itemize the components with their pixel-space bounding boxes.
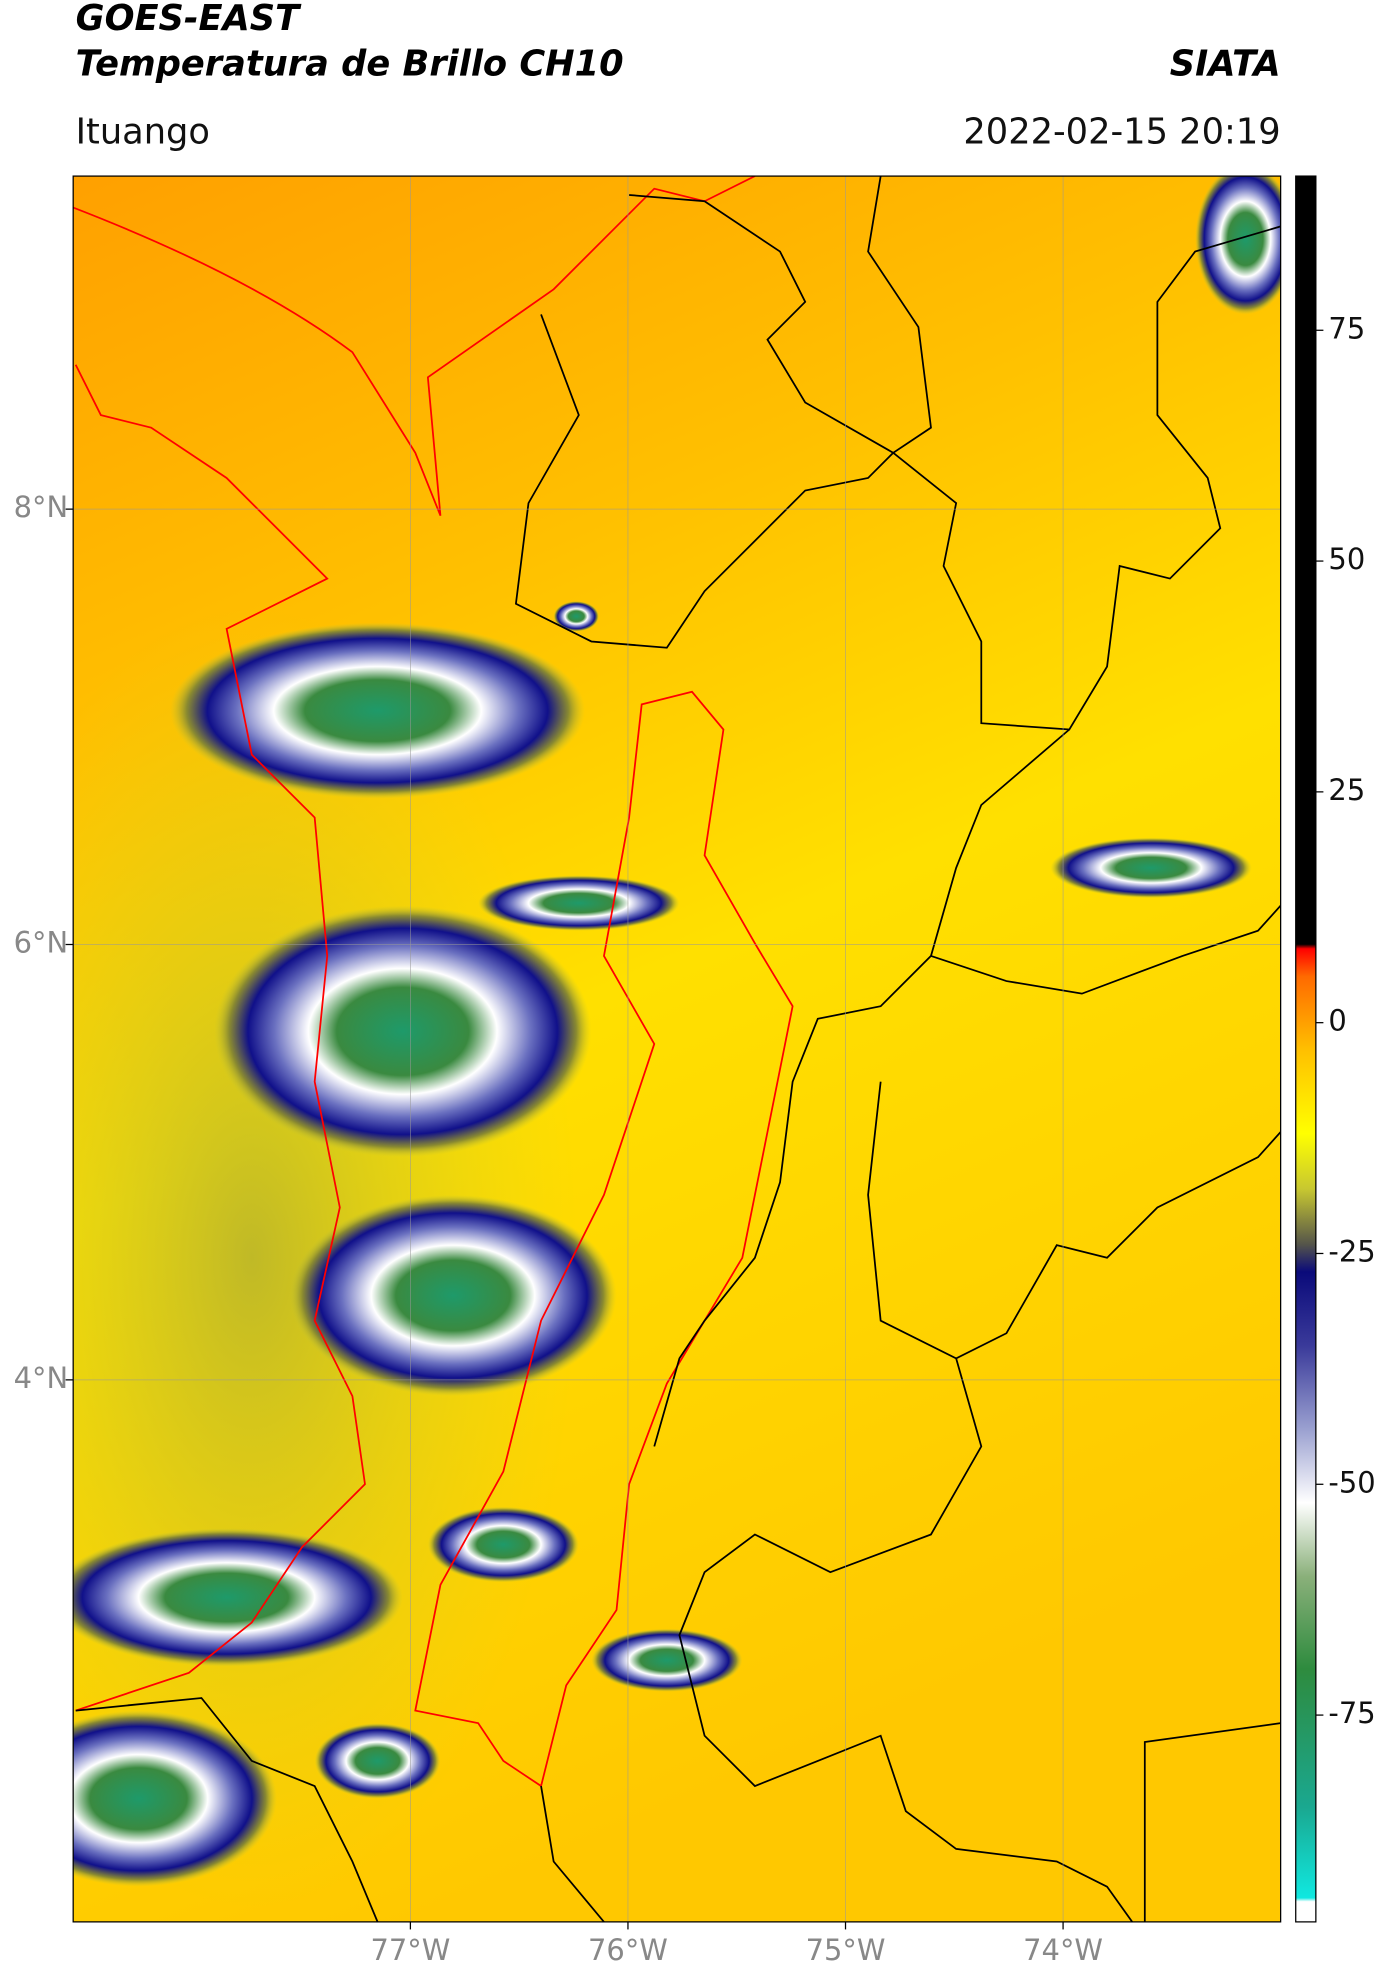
cloud <box>314 1723 441 1799</box>
department-border <box>653 728 1070 1447</box>
colorbar-tick-label: 75 <box>1328 311 1365 345</box>
department-border <box>678 1358 1133 1922</box>
map-frame <box>72 175 1282 1923</box>
cloud <box>478 875 680 931</box>
cloud <box>591 1628 743 1692</box>
clouds <box>73 176 1281 1887</box>
cloud <box>1050 837 1252 899</box>
cloud <box>553 601 599 632</box>
y-tick-label: 8°N <box>14 490 68 524</box>
x-tick-label: 75°W <box>806 1933 886 1967</box>
y-tick-label: 6°N <box>14 926 68 960</box>
y-tick-label: 4°N <box>14 1361 68 1395</box>
colorbar-tick-label: -75 <box>1328 1696 1375 1730</box>
department-border <box>75 1697 379 1922</box>
colorbar-tick-label: 0 <box>1328 1004 1346 1038</box>
datetime: 2022-02-15 20:19 <box>963 111 1280 152</box>
cloud <box>73 1710 277 1887</box>
x-tick-label: 76°W <box>588 1933 668 1967</box>
x-tick-label: 74°W <box>1023 1933 1103 1967</box>
department-border <box>867 1081 1281 1360</box>
colorbar-tick-label: 50 <box>1328 542 1365 576</box>
department-border <box>867 176 1281 731</box>
department-border <box>1143 1722 1281 1922</box>
x-tick-label: 77°W <box>370 1933 450 1967</box>
cloud <box>1195 176 1281 315</box>
coastline <box>74 364 366 1712</box>
grid <box>73 176 1281 1922</box>
coastline <box>73 176 756 517</box>
title: GOES-EAST <box>76 0 302 39</box>
subtitle: Temperatura de Brillo CH10 <box>76 43 624 84</box>
region: Ituango <box>76 111 210 152</box>
department-border <box>540 1785 605 1922</box>
source: SIATA <box>1170 43 1281 84</box>
department-border <box>930 905 1281 995</box>
cloud <box>427 1506 579 1583</box>
colorbar-tick-label: -25 <box>1328 1234 1375 1268</box>
department-border <box>514 194 895 649</box>
colorbar <box>1295 175 1317 1923</box>
cloud <box>73 1528 403 1667</box>
colorbar-tick-label: -50 <box>1328 1465 1375 1499</box>
borders <box>73 176 1281 1922</box>
cloud <box>170 622 586 799</box>
colorbar-tick-label: 25 <box>1328 773 1365 807</box>
map-area <box>73 176 1281 1922</box>
department-border <box>414 690 794 1788</box>
cloud <box>289 1194 617 1397</box>
cloud <box>214 905 592 1158</box>
